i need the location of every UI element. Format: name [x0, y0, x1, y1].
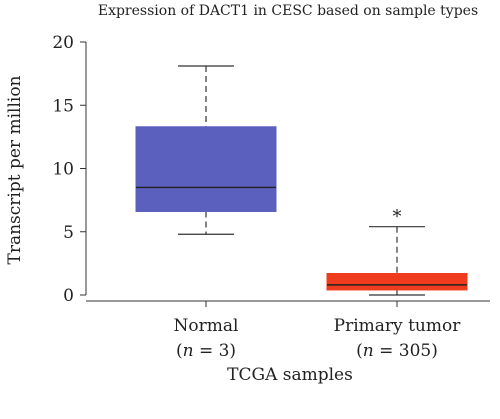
- category-labels: Normal (n = 3) Primary tumor (n = 305): [174, 316, 462, 361]
- sample-count-label-0: (n = 3): [176, 341, 236, 361]
- sample-count-label-1: (n = 305): [356, 341, 438, 361]
- boxes: *: [135, 65, 468, 296]
- x-axis-label: TCGA samples: [227, 365, 353, 385]
- box-0: [135, 126, 277, 213]
- box-group-1: *: [326, 207, 468, 296]
- y-tick-label-2: 10: [52, 160, 74, 180]
- y-tick-label-1: 5: [63, 223, 74, 243]
- box-group-0: [135, 65, 277, 235]
- y-axis-label: Transcript per million: [5, 75, 25, 264]
- chart-title: Expression of DACT1 in CESC based on sam…: [98, 3, 478, 19]
- y-tick-label-3: 15: [52, 96, 74, 116]
- box-1: [326, 272, 468, 291]
- category-label-1: Primary tumor: [334, 316, 462, 336]
- y-tick-label-4: 20: [52, 33, 74, 53]
- category-label-0: Normal: [174, 316, 239, 336]
- significance-marker-1: *: [393, 207, 402, 228]
- axes: 0 5 10 15 20: [52, 33, 490, 307]
- y-tick-label-0: 0: [63, 286, 74, 306]
